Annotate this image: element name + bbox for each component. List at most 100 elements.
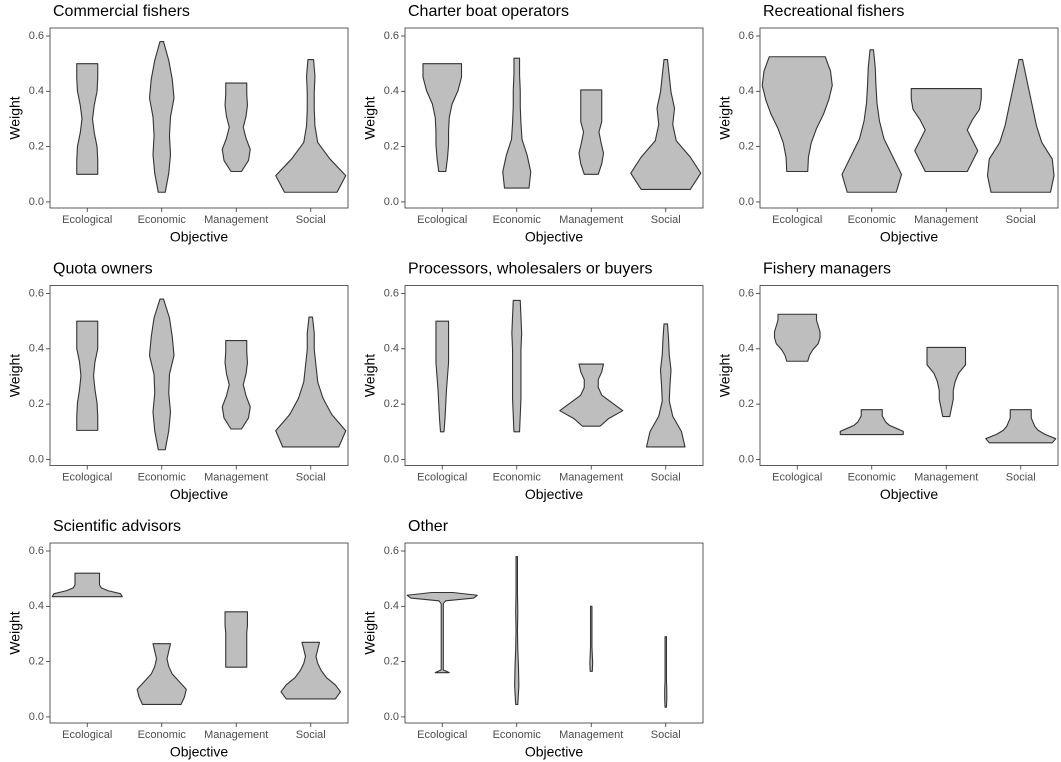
violin (589, 605, 594, 672)
violin (514, 555, 520, 706)
violin (76, 63, 99, 175)
y-axis-title: Weight (7, 96, 23, 139)
y-tick-label: 0.0 (739, 196, 754, 208)
violin (76, 320, 99, 431)
x-tick-label: Social (296, 214, 326, 226)
y-tick-label: 0.6 (29, 30, 44, 42)
violin (275, 58, 347, 193)
x-tick-label: Management (204, 729, 268, 741)
x-tick-label: Economic (138, 214, 187, 226)
x-tick-label: Economic (493, 729, 542, 741)
violin (275, 316, 347, 448)
y-tick-label: 0.4 (739, 343, 754, 355)
violin (51, 572, 123, 598)
violin (511, 299, 523, 433)
x-axis-title: Objective (880, 486, 939, 502)
violin (985, 409, 1057, 444)
violin (910, 88, 982, 173)
y-tick-label: 0.2 (384, 141, 399, 153)
x-axis-title: Objective (525, 486, 584, 502)
y-tick-label: 0.2 (29, 398, 44, 410)
violin (986, 58, 1055, 193)
y-tick-label: 0.0 (384, 196, 399, 208)
violin (224, 611, 249, 668)
y-axis-title: Weight (362, 96, 378, 139)
violin (148, 40, 175, 193)
y-tick-label: 0.6 (384, 287, 399, 299)
x-tick-label: Ecological (62, 471, 112, 483)
y-tick-label: 0.4 (384, 600, 399, 612)
y-tick-label: 0.2 (384, 656, 399, 668)
y-tick-label: 0.6 (384, 30, 399, 42)
y-axis-title: Weight (362, 354, 378, 397)
y-tick-label: 0.4 (29, 343, 44, 355)
x-tick-label: Ecological (417, 214, 467, 226)
y-tick-label: 0.2 (739, 398, 754, 410)
x-axis-title: Objective (170, 486, 229, 502)
violin (926, 346, 967, 418)
y-tick-label: 0.2 (384, 398, 399, 410)
x-tick-label: Social (651, 471, 681, 483)
plot-frame (404, 542, 704, 724)
y-tick-label: 0.2 (29, 656, 44, 668)
x-tick-label: Social (1006, 214, 1036, 226)
violin (664, 636, 668, 708)
violin (559, 363, 624, 427)
x-tick-label: Ecological (417, 729, 467, 741)
panel-title: Commercial fishers (53, 3, 190, 20)
y-tick-label: 0.6 (739, 287, 754, 299)
panel-title: Other (408, 518, 449, 535)
violin (136, 643, 187, 706)
violin (645, 323, 686, 448)
x-axis-title: Objective (880, 229, 939, 245)
y-tick-label: 0.6 (29, 545, 44, 557)
x-tick-label: Ecological (62, 729, 112, 741)
x-tick-label: Economic (138, 729, 187, 741)
violin (422, 63, 463, 173)
x-tick-label: Social (1006, 471, 1036, 483)
x-tick-label: Economic (848, 214, 897, 226)
violin (630, 58, 702, 191)
x-tick-label: Ecological (62, 214, 112, 226)
x-axis-title: Objective (170, 229, 229, 245)
x-tick-label: Management (559, 214, 623, 226)
y-tick-label: 0.2 (739, 141, 754, 153)
y-tick-label: 0.4 (384, 343, 399, 355)
x-tick-label: Ecological (772, 471, 822, 483)
x-tick-label: Economic (493, 214, 542, 226)
panel-title: Recreational fishers (763, 3, 904, 20)
violin (148, 298, 175, 451)
y-axis-title: Weight (717, 354, 733, 397)
x-tick-label: Management (559, 729, 623, 741)
violin (406, 591, 478, 674)
x-tick-label: Management (914, 214, 978, 226)
y-axis-title: Weight (7, 354, 23, 397)
y-tick-label: 0.0 (384, 453, 399, 465)
x-tick-label: Management (914, 471, 978, 483)
x-tick-label: Economic (138, 471, 187, 483)
x-tick-label: Ecological (772, 214, 822, 226)
violin (839, 409, 904, 436)
x-axis-title: Objective (525, 229, 584, 245)
y-tick-label: 0.4 (29, 600, 44, 612)
violin (761, 56, 833, 173)
y-tick-label: 0.6 (384, 545, 399, 557)
violin (502, 57, 532, 189)
violin (280, 641, 342, 700)
y-tick-label: 0.6 (739, 30, 754, 42)
x-tick-label: Social (296, 471, 326, 483)
x-axis-title: Objective (170, 744, 229, 760)
y-tick-label: 0.0 (29, 453, 44, 465)
panel-title: Processors, wholesalers or buyers (408, 261, 653, 278)
x-tick-label: Management (204, 214, 268, 226)
y-axis-title: Weight (717, 96, 733, 139)
y-tick-label: 0.4 (739, 85, 754, 97)
violin (435, 320, 450, 433)
violin (221, 339, 251, 430)
y-tick-label: 0.0 (29, 711, 44, 723)
y-tick-label: 0.4 (29, 85, 44, 97)
violin (841, 49, 903, 193)
x-tick-label: Ecological (417, 471, 467, 483)
violin (773, 313, 821, 362)
